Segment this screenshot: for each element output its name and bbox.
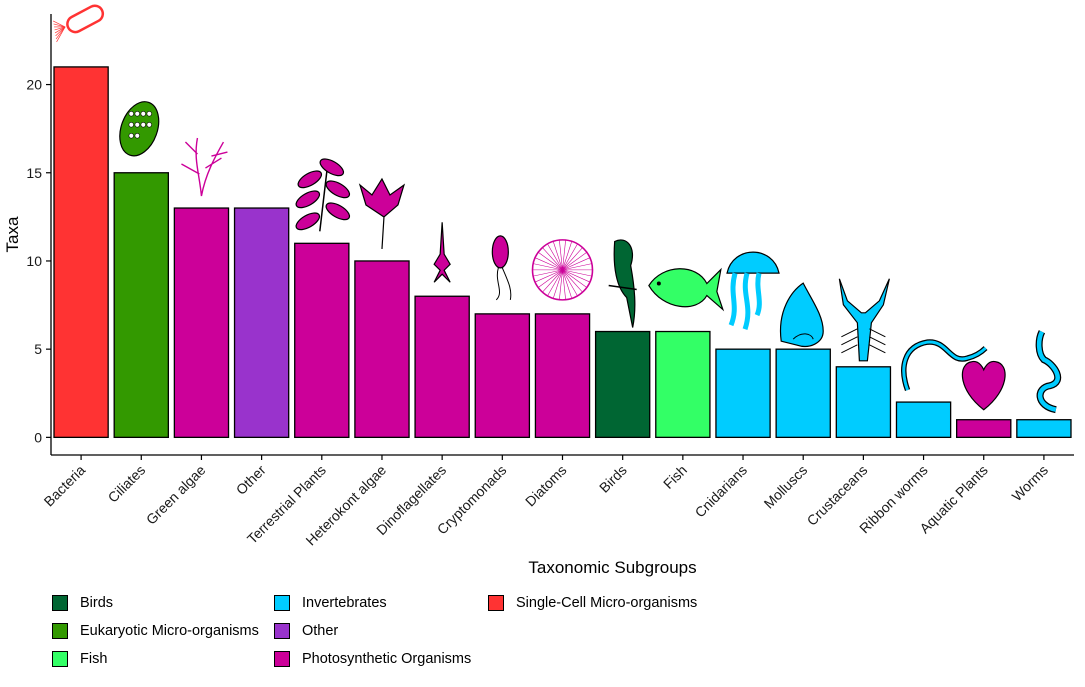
ribbon-worm-icon: [901, 339, 988, 392]
snail-shell-icon: [779, 282, 824, 347]
bar-cryptomonads: [474, 313, 531, 439]
x-tick-label: Crustaceans: [804, 462, 871, 529]
parrot-icon: [608, 239, 637, 328]
bar-worms: [1016, 419, 1072, 439]
legend-swatch: [274, 623, 290, 639]
legend-label: Photosynthetic Organisms: [302, 651, 472, 667]
x-tick-label: Birds: [596, 462, 630, 496]
y-tick-label: 15: [26, 165, 42, 181]
legend-item-other: Other: [274, 620, 338, 642]
bar-ribbon-worms: [895, 401, 952, 439]
y-tick-label: 0: [34, 429, 42, 445]
bar-other: [233, 207, 290, 439]
legend-label: Birds: [80, 595, 114, 611]
bar-molluscs: [775, 348, 831, 439]
legend: Birds Eukaryotic Micro-organisms Fish Inver…: [52, 592, 752, 682]
dinoflagellate-icon: [433, 222, 451, 283]
legend-label: Eukaryotic Micro-organisms: [80, 623, 259, 639]
x-tick-label: Other: [233, 462, 269, 498]
bar-cnidarians: [715, 348, 771, 439]
y-tick-label: 10: [26, 253, 42, 269]
green-alga-icon: [181, 137, 228, 197]
bar-diatoms: [534, 313, 591, 439]
crayfish-icon: [838, 278, 890, 362]
x-tick-label: Fish: [660, 462, 690, 492]
legend-item-single-cell-micro-organisms: Single-Cell Micro-organisms: [488, 592, 697, 614]
bar-crustaceans: [835, 366, 892, 439]
legend-swatch: [52, 651, 68, 667]
bar-aquatic-plants: [956, 419, 1012, 439]
legend-item-birds: Birds: [52, 592, 113, 614]
legend-item-eukaryotic-micro-organisms: Eukaryotic Micro-organisms: [52, 620, 259, 642]
legend-item-photosynthetic-organisms: Photosynthetic Organisms: [274, 648, 471, 670]
legend-label: Single-Cell Micro-organisms: [516, 595, 698, 611]
legend-label: Invertebrates: [302, 595, 387, 611]
legend-swatch: [52, 595, 68, 611]
bar-terrestrial-plants: [294, 242, 350, 439]
x-tick-label: Molluscs: [760, 462, 810, 512]
bar-green-algae: [173, 207, 230, 439]
legend-swatch: [488, 595, 504, 611]
cryptomonad-icon: [491, 235, 512, 301]
legend-item-invertebrates: Invertebrates: [274, 592, 387, 614]
x-tick-label: Ciliates: [105, 462, 149, 506]
worm-icon: [1035, 330, 1062, 414]
bar-birds: [594, 330, 651, 439]
legend-swatch: [52, 623, 68, 639]
bar-bacteria: [53, 66, 109, 439]
y-tick-label: 5: [34, 341, 42, 357]
bar-dinoflagellates: [414, 295, 470, 439]
bar-fish: [655, 330, 711, 439]
x-tick-label: Worms: [1009, 462, 1051, 504]
x-tick-label: Diatoms: [522, 462, 570, 510]
y-tick-label: 20: [26, 77, 42, 93]
bar-ciliates: [113, 172, 169, 439]
jellyfish-icon: [726, 251, 780, 330]
bacterium-icon: [52, 4, 105, 43]
legend-swatch: [274, 595, 290, 611]
diatom-icon: [531, 239, 594, 301]
x-tick-label: Bacteria: [41, 462, 89, 510]
leaf-branch-icon: [295, 158, 351, 232]
legend-swatch: [274, 651, 290, 667]
legend-label: Fish: [80, 651, 108, 667]
ciliate-icon: [119, 101, 160, 157]
x-tick-label: Green algae: [143, 462, 209, 528]
legend-label: Other: [302, 623, 339, 639]
x-axis-title: Taxonomic Subgroups: [528, 558, 696, 577]
legend-item-fish: Fish: [52, 648, 107, 670]
fish-icon: [648, 267, 725, 312]
aquatic-leaf-icon: [961, 360, 1006, 411]
seaweed-icon: [358, 177, 406, 249]
y-axis-title: Taxa: [3, 216, 22, 252]
bar-heterokont-algae: [354, 260, 410, 439]
x-tick-label: Cnidarians: [692, 462, 751, 521]
